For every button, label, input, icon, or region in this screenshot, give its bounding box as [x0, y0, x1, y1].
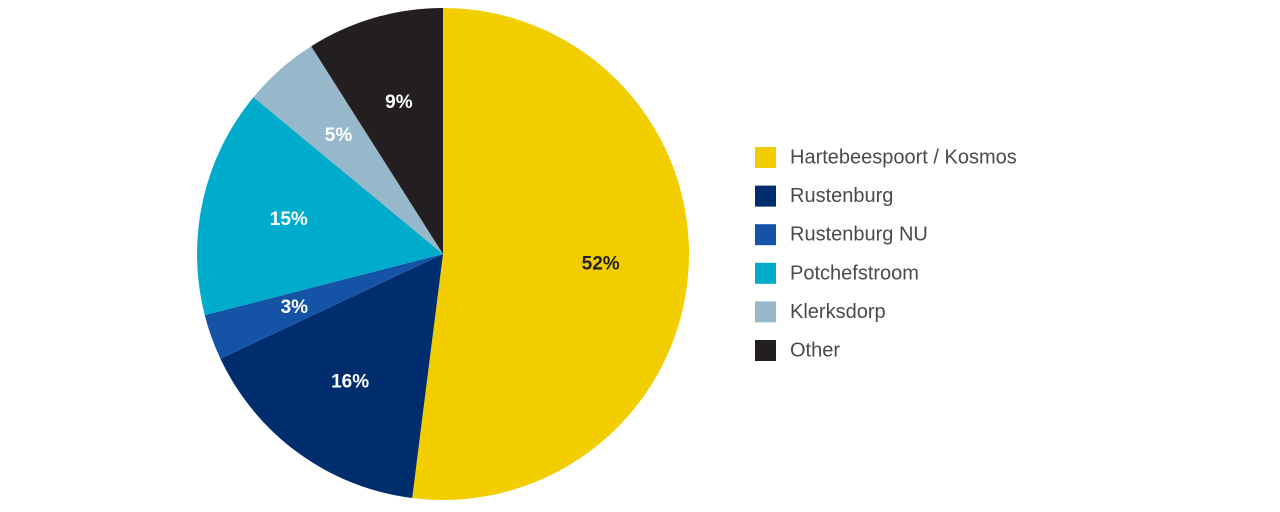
- legend-item-rustenburg: Rustenburg: [755, 185, 893, 207]
- pie-slice-potchefstroom: [196, 97, 443, 316]
- pie-slice-klerksdorp: [253, 46, 443, 254]
- pie-slice-label-potchefstroom: 15%: [270, 209, 308, 230]
- legend-label-other: Other: [790, 340, 840, 362]
- legend-item-other: Other: [755, 340, 840, 362]
- pie-slice-hartebeespoort-kosmos: [412, 8, 690, 500]
- legend-item-klerksdorp: Klerksdorp: [755, 301, 886, 323]
- legend-swatch-rustenburg: [755, 185, 776, 207]
- legend-label-klerksdorp: Klerksdorp: [790, 301, 886, 323]
- legend-item-rustenburg-nu: Rustenburg NU: [755, 224, 928, 246]
- legend-label-potchefstroom: Potchefstroom: [790, 262, 919, 284]
- pie-slice-label-rustenburg-nu: 3%: [281, 297, 309, 318]
- legend-label-rustenburg: Rustenburg: [790, 185, 893, 207]
- pie-slice-rustenburg-nu: [204, 254, 443, 359]
- legend-label-rustenburg-nu: Rustenburg NU: [790, 224, 928, 246]
- pie-slice-label-hartebeespoort-kosmos: 52%: [582, 253, 620, 274]
- legend: Hartebeespoort / Kosmos Rustenburg Rustenb…: [755, 147, 1017, 362]
- legend-item-hartebeespoort-kosmos: Hartebeespoort / Kosmos: [755, 147, 1017, 169]
- pie-slice-labels: 52% 16% 3% 15% 5% 9%: [270, 92, 620, 392]
- pie-slice-label-rustenburg: 16%: [331, 371, 369, 392]
- pie-slice-rustenburg: [220, 254, 443, 499]
- legend-swatch-hartebeespoort-kosmos: [755, 147, 776, 168]
- legend-label-hartebeespoort-kosmos: Hartebeespoort / Kosmos: [790, 147, 1017, 169]
- legend-swatch-klerksdorp: [755, 301, 776, 323]
- legend-item-potchefstroom: Potchefstroom: [755, 262, 919, 284]
- pie-slice-label-other: 9%: [385, 92, 413, 113]
- pie-slice-other: [311, 8, 443, 254]
- legend-swatch-potchefstroom: [755, 262, 776, 284]
- legend-swatch-other: [755, 340, 776, 361]
- legend-swatch-rustenburg-nu: [755, 224, 776, 246]
- pie-slices: [196, 8, 690, 500]
- pie-slice-label-klerksdorp: 5%: [325, 125, 353, 146]
